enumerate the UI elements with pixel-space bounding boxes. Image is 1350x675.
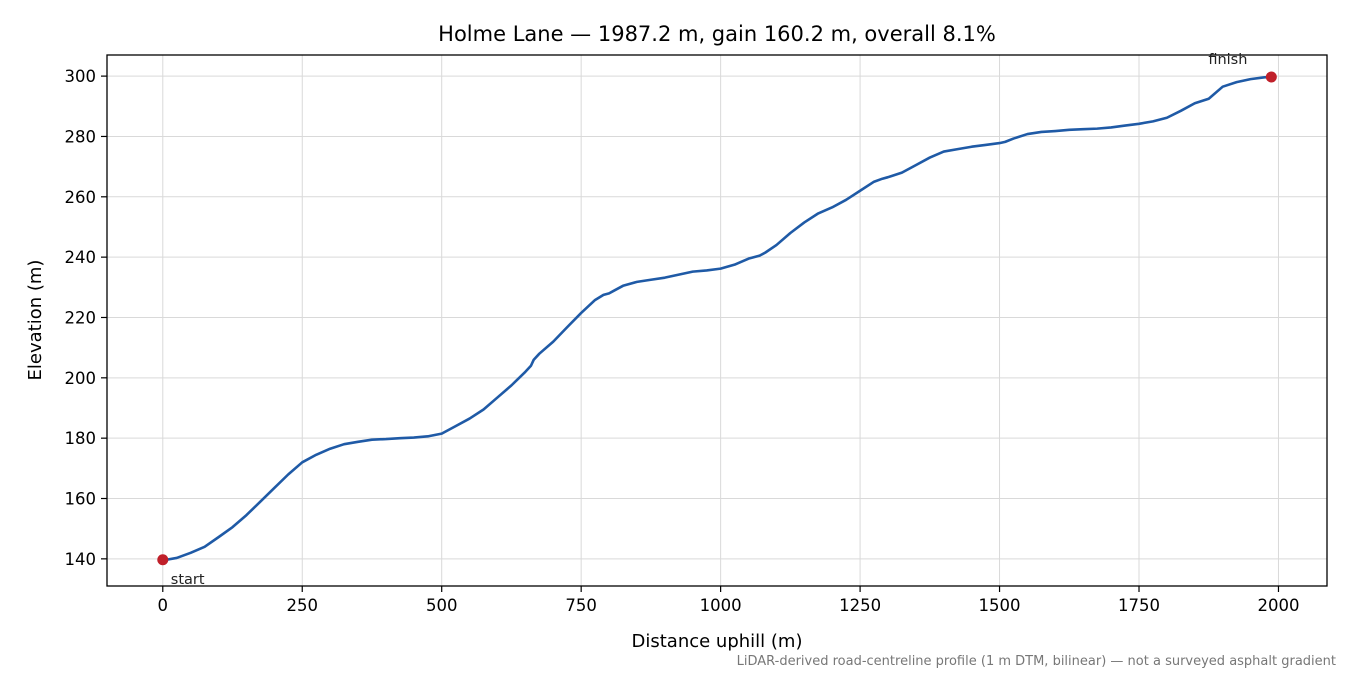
x-tick-label: 750: [565, 596, 597, 615]
x-tick-label: 0: [158, 596, 169, 615]
x-axis-label: Distance uphill (m): [632, 631, 803, 652]
plot-area: [161, 75, 1273, 562]
elevation-line: [161, 75, 1273, 562]
finish-marker: [1265, 71, 1277, 83]
x-tick-label: 1750: [1118, 596, 1160, 615]
y-tick-label: 280: [65, 127, 97, 146]
y-axis-label: Elevation (m): [25, 260, 46, 381]
x-tick-label: 250: [286, 596, 318, 615]
chart-title: Holme Lane — 1987.2 m, gain 160.2 m, ove…: [438, 22, 996, 46]
y-tick-label: 300: [65, 67, 97, 86]
footnote: LiDAR-derived road-centreline profile (1…: [737, 654, 1336, 669]
x-axis: 0 250 500 750 1000 1250 1500 1750 2000: [158, 586, 1299, 615]
x-tick-label: 1500: [979, 596, 1021, 615]
x-tick-label: 1000: [700, 596, 742, 615]
y-tick-label: 200: [65, 369, 97, 388]
finish-label: finish: [1208, 52, 1247, 68]
y-tick-label: 140: [65, 550, 97, 569]
y-tick-label: 220: [65, 308, 97, 327]
x-tick-label: 2000: [1257, 596, 1299, 615]
y-tick-label: 240: [65, 248, 97, 267]
grid: [107, 55, 1327, 586]
x-tick-label: 1250: [839, 596, 881, 615]
start-marker: [157, 554, 169, 566]
plot-frame: [106, 54, 1328, 587]
y-axis: 140 160 180 200 220 240 260 280 300: [65, 67, 107, 569]
y-tick-label: 160: [65, 490, 97, 509]
y-tick-label: 260: [65, 188, 97, 207]
x-tick-label: 500: [426, 596, 458, 615]
annotations: start finish: [157, 52, 1277, 588]
y-tick-label: 180: [65, 429, 97, 448]
start-label: start: [171, 572, 205, 588]
